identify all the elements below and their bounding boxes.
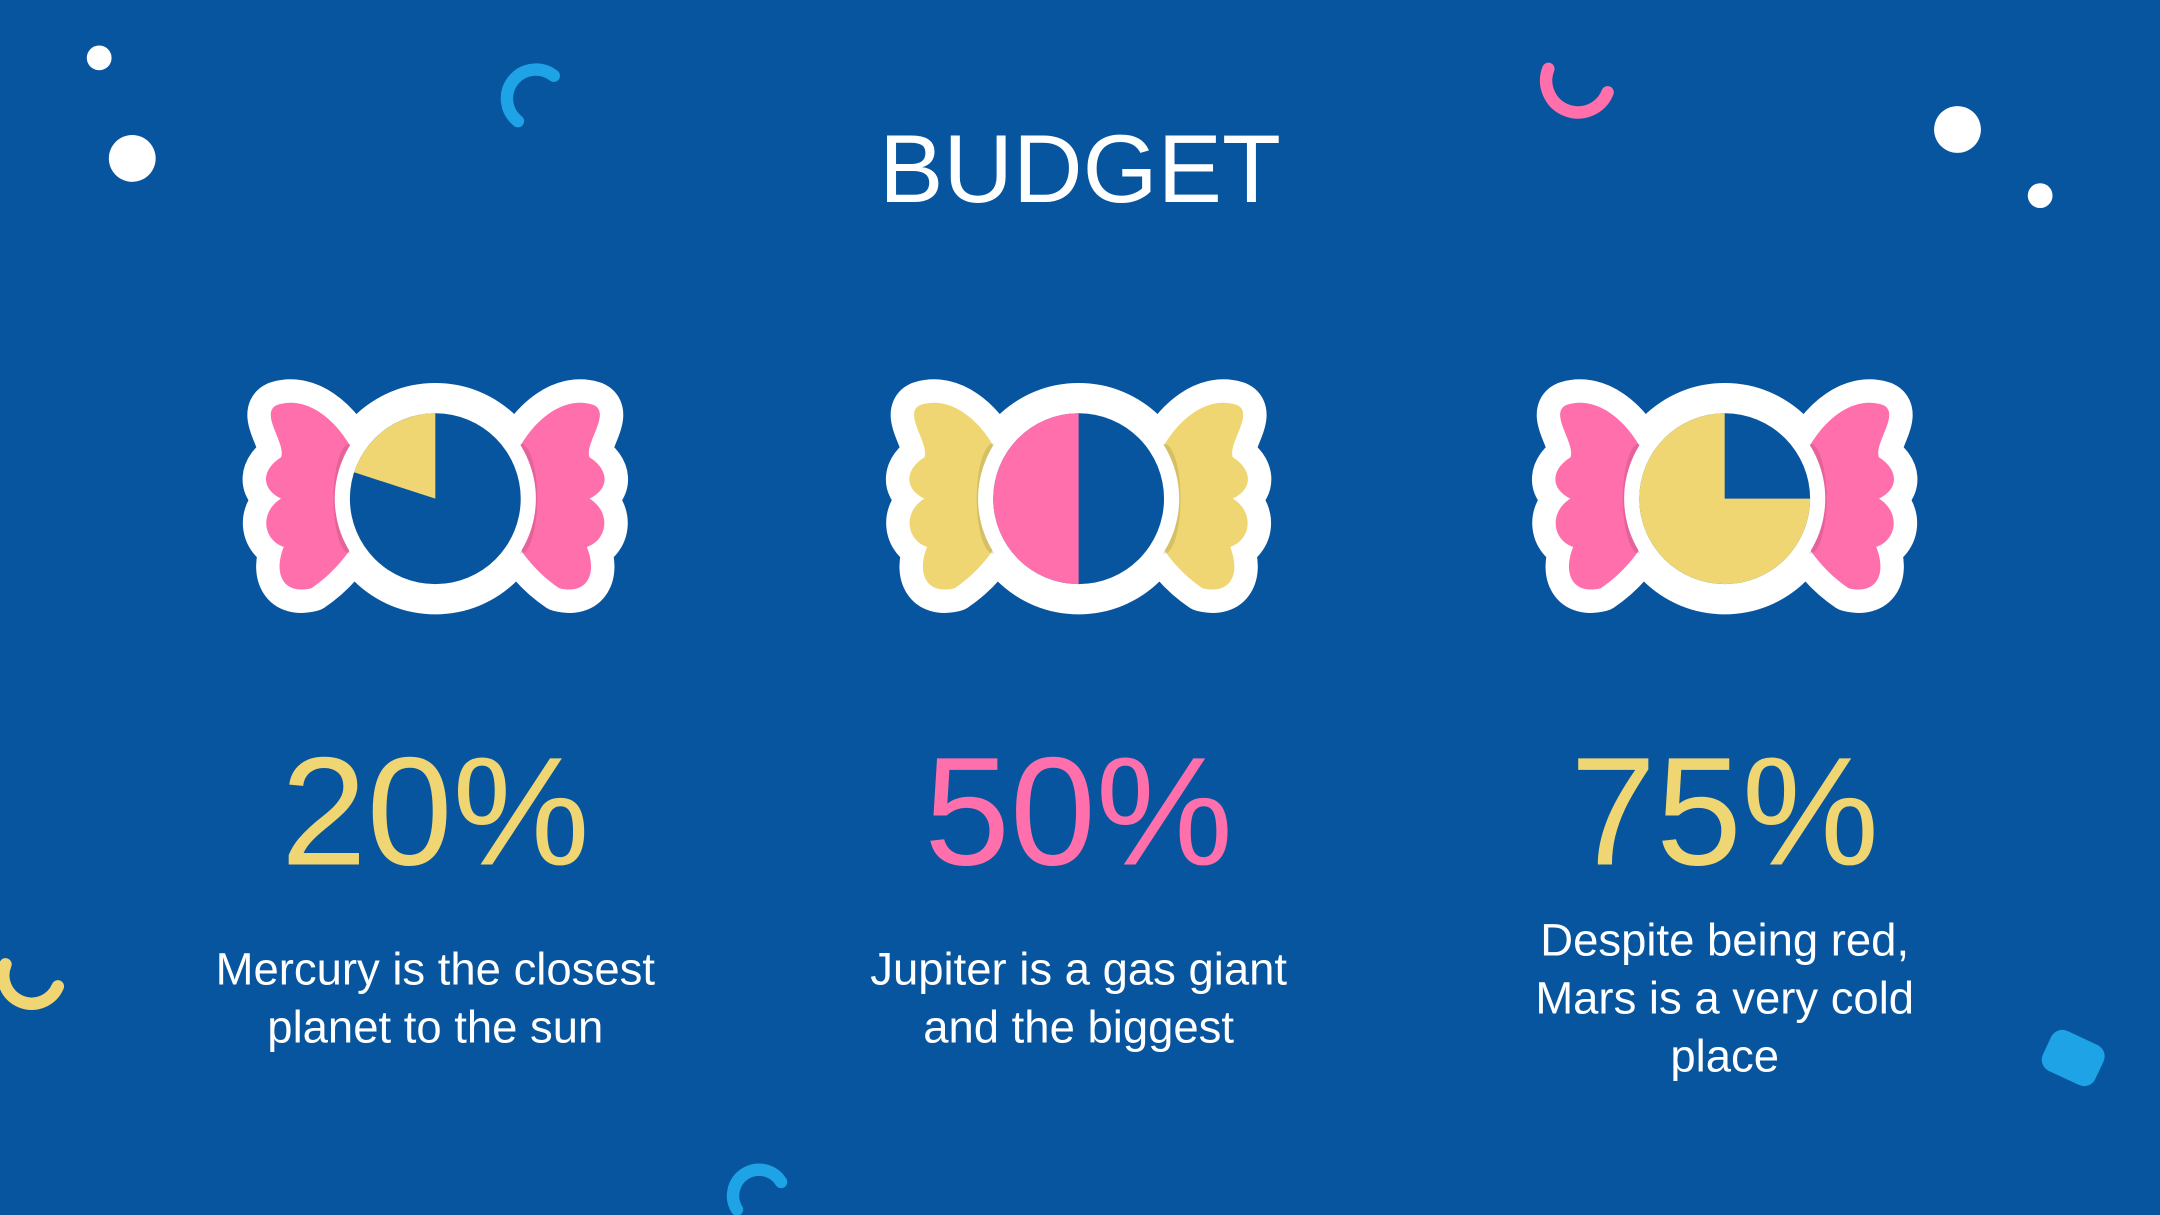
arc [500,63,560,128]
pie-slice [993,413,1079,585]
pie-slice [1639,413,1811,585]
value-label: 20% [281,725,590,898]
wrapper [909,402,1003,590]
decorations [0,45,2105,1215]
wrapper [1555,402,1649,590]
description: planet to the sun [267,1001,603,1052]
dot [1934,106,1981,153]
candy [242,379,628,615]
value-label: 50% [924,725,1233,898]
wrapper [1154,402,1248,590]
description: Mars is a very cold [1535,972,1914,1023]
description: and the biggest [923,1001,1234,1052]
description: Despite being red, [1540,915,1909,966]
title: BUDGET [879,116,1281,223]
block [2041,1029,2105,1087]
arc [0,958,65,1010]
dot [86,45,112,71]
wrapper [1800,402,1895,590]
wrapper [511,402,605,590]
description: Mercury is the closest [216,944,656,995]
value-label: 75% [1570,725,1879,898]
wrapper [265,402,360,590]
candy [1532,379,1918,615]
pie-slice [354,413,436,499]
candy [886,379,1272,615]
dot [2027,183,2053,209]
arc [726,1163,788,1215]
description: Jupiter is a gas giant [870,944,1287,995]
dot [108,135,156,182]
arc [1539,62,1614,119]
description: place [1670,1030,1779,1081]
